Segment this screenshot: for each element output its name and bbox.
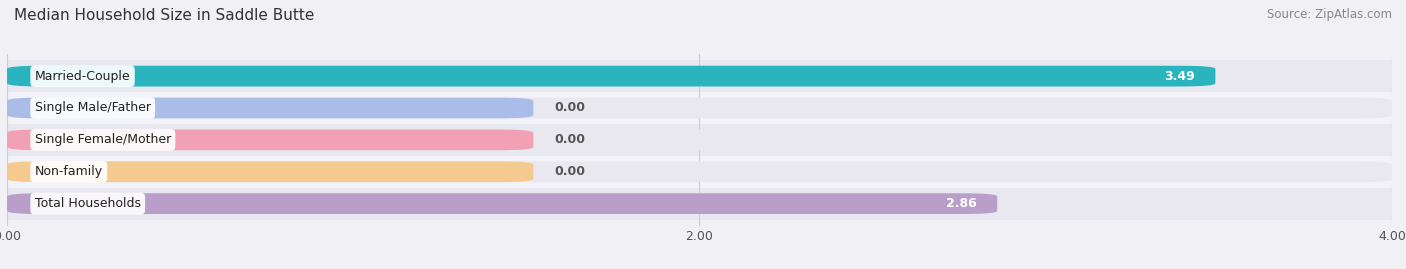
FancyBboxPatch shape <box>7 98 1392 118</box>
FancyBboxPatch shape <box>7 66 1392 86</box>
Text: Source: ZipAtlas.com: Source: ZipAtlas.com <box>1267 8 1392 21</box>
FancyBboxPatch shape <box>7 193 1392 214</box>
FancyBboxPatch shape <box>7 161 533 182</box>
FancyBboxPatch shape <box>7 187 1392 220</box>
FancyBboxPatch shape <box>7 129 1392 150</box>
FancyBboxPatch shape <box>7 161 1392 182</box>
Text: Married-Couple: Married-Couple <box>35 70 131 83</box>
Text: Total Households: Total Households <box>35 197 141 210</box>
FancyBboxPatch shape <box>7 156 1392 188</box>
FancyBboxPatch shape <box>7 92 1392 124</box>
FancyBboxPatch shape <box>7 124 1392 156</box>
Text: 0.00: 0.00 <box>554 165 585 178</box>
FancyBboxPatch shape <box>7 193 997 214</box>
Text: Single Female/Mother: Single Female/Mother <box>35 133 172 146</box>
FancyBboxPatch shape <box>7 60 1392 92</box>
Text: 2.86: 2.86 <box>946 197 976 210</box>
Text: Median Household Size in Saddle Butte: Median Household Size in Saddle Butte <box>14 8 315 23</box>
Text: 0.00: 0.00 <box>554 133 585 146</box>
Text: 3.49: 3.49 <box>1164 70 1195 83</box>
FancyBboxPatch shape <box>7 98 533 118</box>
Text: Single Male/Father: Single Male/Father <box>35 101 150 115</box>
FancyBboxPatch shape <box>7 129 533 150</box>
Text: 0.00: 0.00 <box>554 101 585 115</box>
FancyBboxPatch shape <box>7 66 1215 86</box>
Text: Non-family: Non-family <box>35 165 103 178</box>
